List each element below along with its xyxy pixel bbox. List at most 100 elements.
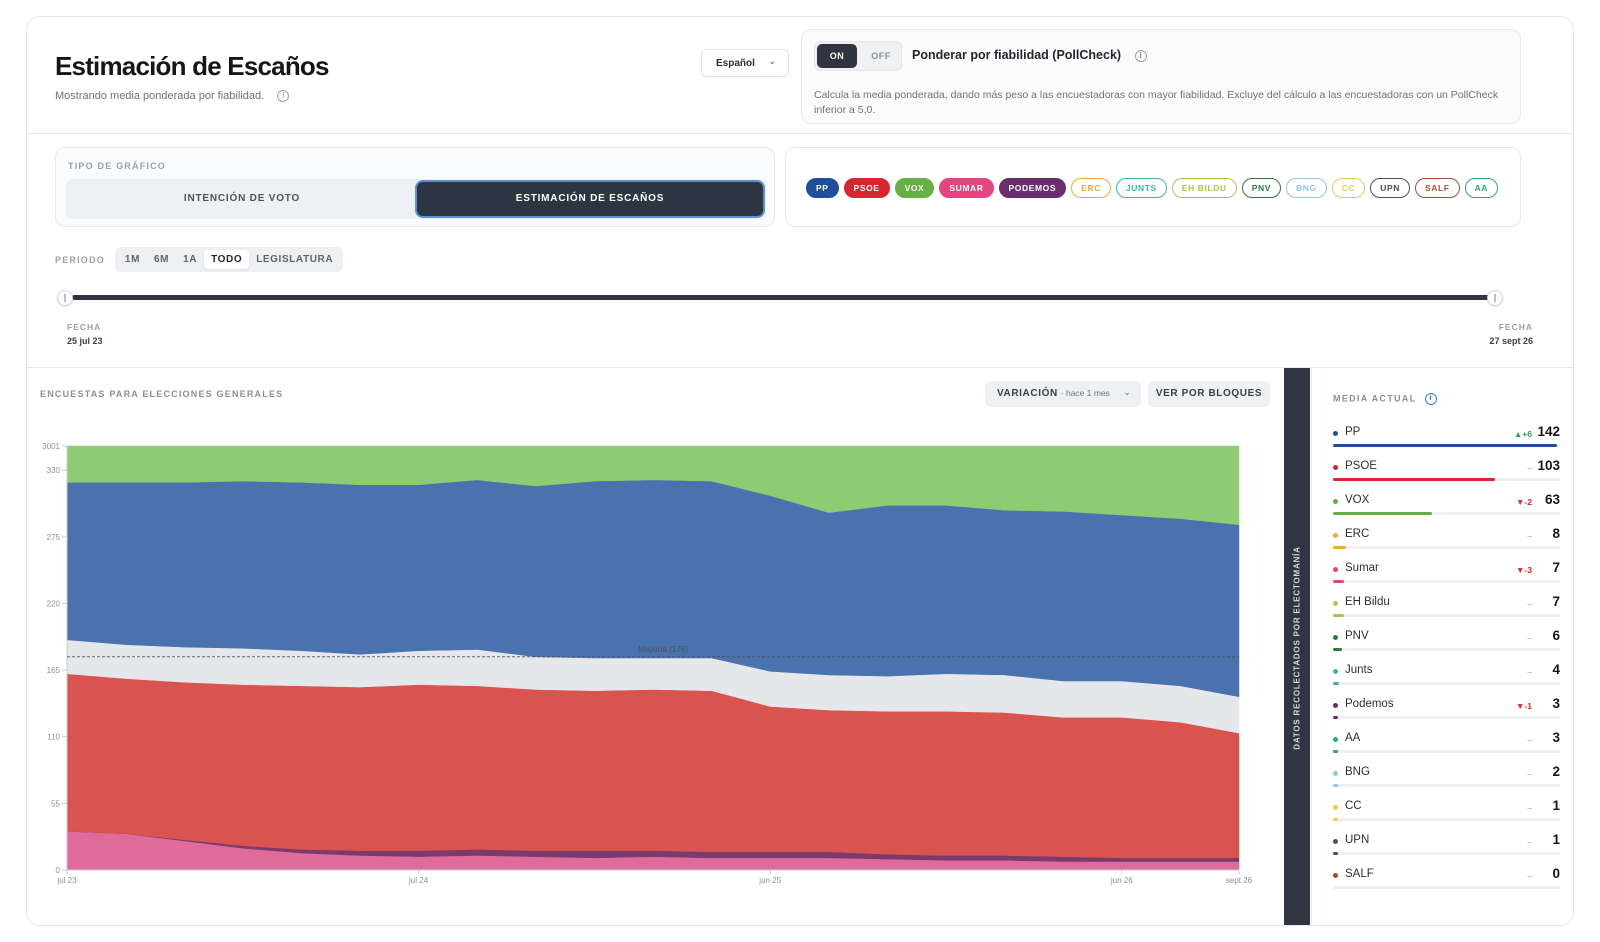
party-seat-bar-track (1333, 580, 1560, 583)
variation-dropdown[interactable]: VARIACIÓN · hace 1 mes ⌄ (985, 381, 1141, 407)
tab-vote-intention[interactable]: INTENCIÓN DE VOTO (183, 193, 301, 204)
party-row-pnv[interactable]: PNV – 6 (1333, 625, 1560, 659)
party-change: – (1527, 463, 1532, 473)
party-row-podemos[interactable]: Podemos ▼-1 3 (1333, 693, 1560, 727)
party-row-cc[interactable]: CC – 1 (1333, 795, 1560, 829)
tab-seat-estimate[interactable]: ESTIMACIÓN DE ESCAÑOS (417, 182, 763, 216)
party-seat-bar-track (1333, 478, 1560, 481)
view-blocks-button[interactable]: VER POR BLOQUES (1148, 381, 1270, 407)
party-row-junts[interactable]: Junts – 4 (1333, 659, 1560, 693)
party-seat-bar (1333, 784, 1338, 787)
subtitle: Mostrando media ponderada por fiabilidad… (55, 90, 290, 103)
period-todo[interactable]: TODO (204, 250, 250, 269)
page-title: Estimación de Escaños (55, 51, 329, 81)
party-seat-bar-track (1333, 614, 1560, 617)
x-tick-label: jun 25 (758, 876, 781, 885)
toggle-off-button[interactable]: OFF (871, 51, 891, 61)
party-color-dot (1333, 669, 1338, 674)
party-name: AA (1345, 732, 1361, 744)
y-tick-label: 110 (47, 733, 60, 742)
y-tick-label: 55 (51, 799, 60, 808)
party-row-bng[interactable]: BNG – 2 (1333, 761, 1560, 795)
party-chip-salf[interactable]: SALF (1414, 178, 1460, 198)
party-change: – (1527, 667, 1532, 677)
period-1m[interactable]: 1M (124, 254, 141, 265)
party-chip-cc[interactable]: CC (1331, 178, 1366, 198)
party-row-psoe[interactable]: PSOE –103 (1333, 455, 1560, 489)
party-row-pp[interactable]: PP ▲+6 142 (1333, 421, 1560, 455)
pollcheck-panel: ON OFF Ponderar por fiabilidad (PollChec… (801, 29, 1521, 124)
variation-sub: · hace 1 mes (1060, 388, 1110, 398)
info-icon[interactable]: i (277, 90, 290, 103)
period-6m[interactable]: 6M (154, 254, 170, 265)
party-seats: 7 (1552, 560, 1560, 575)
party-color-dot (1333, 737, 1338, 742)
party-chip-eh-bildu[interactable]: EH BILDU (1171, 178, 1237, 198)
current-average-panel: MEDIA ACTUAL i PP ▲+6 142 PSOE –103 VOX ▼-2 63 E… (1311, 368, 1573, 925)
party-name: ERC (1345, 528, 1370, 540)
y-tick-label: 275 (47, 533, 61, 542)
party-chip-upn[interactable]: UPN (1370, 178, 1410, 198)
party-row-upn[interactable]: UPN – 1 (1333, 829, 1560, 863)
party-color-dot (1333, 805, 1338, 810)
party-seat-bar-track (1333, 716, 1560, 719)
party-seats: 2 (1552, 764, 1560, 779)
chart-section: ENCUESTAS PARA ELECCIONES GENERALES VARI… (27, 367, 1573, 925)
party-change: – (1527, 871, 1532, 881)
party-chip-aa[interactable]: AA (1464, 178, 1499, 198)
pollcheck-toggle[interactable]: ON OFF (814, 41, 902, 71)
party-chip-vox[interactable]: VOX (894, 178, 935, 198)
party-row-sumar[interactable]: Sumar ▼-3 7 (1333, 557, 1560, 591)
party-chip-junts[interactable]: JUNTS (1115, 178, 1167, 198)
party-change: ▲+6 (1513, 429, 1532, 439)
party-chip-pnv[interactable]: PNV (1241, 178, 1282, 198)
language-select[interactable]: Español ⌄ (701, 49, 789, 77)
range-end-handle[interactable]: ‖ (1487, 290, 1503, 306)
party-name: VOX (1345, 494, 1370, 506)
chevron-down-icon: ⌄ (768, 57, 776, 67)
range-end-label: FECHA (1498, 322, 1533, 332)
current-average-title-text: MEDIA ACTUAL (1333, 393, 1417, 404)
toggle-on-button[interactable]: ON (817, 44, 857, 68)
info-icon[interactable]: i (1425, 393, 1438, 405)
party-seats: 142 (1537, 424, 1560, 439)
period-1a[interactable]: 1A (183, 254, 198, 265)
party-chip-pp[interactable]: PP (806, 178, 839, 198)
party-seats: 63 (1544, 492, 1560, 507)
party-row-eh-bildu[interactable]: EH Bildu – 7 (1333, 591, 1560, 625)
party-name: SALF (1345, 868, 1374, 880)
party-name: Sumar (1345, 562, 1379, 574)
party-chip-bng[interactable]: BNG (1286, 178, 1327, 198)
party-chip-podemos[interactable]: PODEMOS (998, 178, 1067, 198)
party-seats: 3 (1552, 696, 1560, 711)
date-range-track[interactable] (72, 295, 1492, 300)
party-seat-bar-track (1333, 546, 1560, 549)
range-start-handle[interactable]: ‖ (57, 290, 73, 306)
party-row-vox[interactable]: VOX ▼-2 63 (1333, 489, 1560, 523)
party-row-erc[interactable]: ERC – 8 (1333, 523, 1560, 557)
party-change: – (1527, 769, 1532, 779)
party-seats: 6 (1552, 628, 1560, 643)
language-label: Español (716, 58, 755, 69)
period-label: PERIODO (55, 254, 105, 265)
main-card: Estimación de Escaños Mostrando media po… (26, 16, 1574, 926)
party-seat-bar (1333, 682, 1340, 685)
party-seats: 4 (1552, 662, 1560, 677)
party-seat-bar-track (1333, 852, 1560, 855)
party-chip-psoe[interactable]: PSOE (843, 178, 890, 198)
pollcheck-description: Calcula la media ponderada, dando más pe… (814, 89, 1499, 116)
period-legislatura[interactable]: LEGISLATURA (256, 254, 334, 265)
party-chip-sumar[interactable]: SUMAR (939, 178, 994, 198)
party-change: – (1527, 599, 1532, 609)
party-row-aa[interactable]: AA – 3 (1333, 727, 1560, 761)
y-tick-label: 330 (47, 466, 61, 475)
party-seat-bar (1333, 614, 1345, 617)
subtitle-text: Mostrando media ponderada por fiabilidad… (55, 90, 265, 102)
info-icon[interactable]: i (1134, 49, 1147, 62)
party-color-dot (1333, 601, 1338, 606)
party-chip-erc[interactable]: ERC (1071, 178, 1111, 198)
area-vox (66, 445, 1240, 526)
party-row-salf[interactable]: SALF – 0 (1333, 863, 1560, 897)
party-change: – (1527, 837, 1532, 847)
party-name: CC (1345, 800, 1362, 812)
